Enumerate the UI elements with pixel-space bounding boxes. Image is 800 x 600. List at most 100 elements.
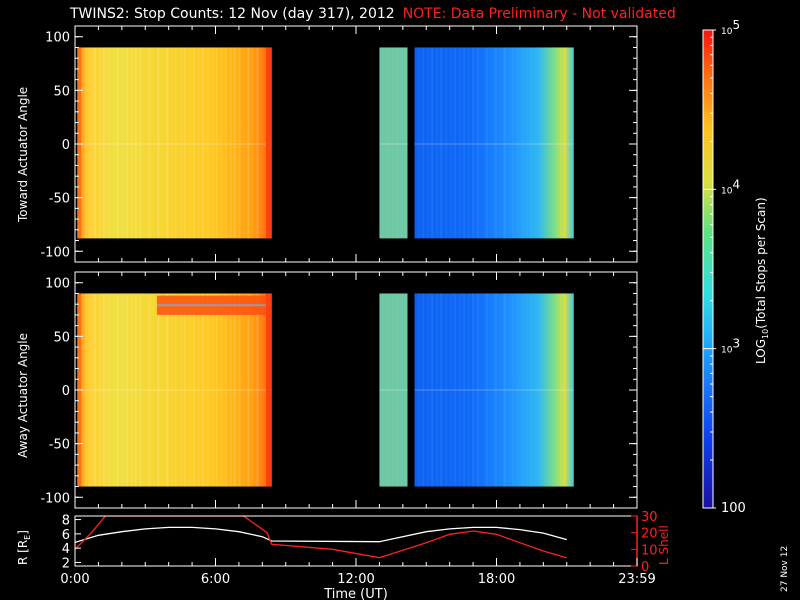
heatmap-streak	[531, 293, 533, 487]
x-tick-label: 18:00	[478, 572, 515, 587]
heatmap-streak	[477, 293, 479, 487]
heatmap-streak	[504, 47, 506, 239]
heatmap-streak	[95, 293, 97, 487]
heatmap-streak	[104, 293, 106, 487]
heatmap-zero-band	[77, 389, 272, 391]
colorbar	[702, 29, 714, 509]
heatmap-streak	[566, 47, 568, 239]
heatmap-streak	[257, 47, 259, 239]
heatmap-streak	[504, 293, 506, 487]
heatmap-streak	[454, 293, 456, 487]
colorbar-tick-label: 103	[721, 337, 740, 356]
heatmap-streak	[422, 293, 424, 487]
heatmap-streak	[392, 293, 394, 487]
heatmap-panel-top: 100 50 0 -50 -100	[40, 25, 638, 263]
heatmap-streak	[383, 293, 385, 487]
heatmap-streak	[122, 47, 124, 239]
x-tick-label: 12:00	[337, 572, 374, 587]
heatmap-streak	[440, 293, 442, 487]
heatmap-streak	[94, 293, 96, 487]
heatmap-streak	[90, 47, 92, 239]
heatmap-streak	[220, 47, 221, 238]
heatmap-streak	[540, 47, 542, 239]
heatmap-streak	[450, 293, 452, 487]
heatmap-streak	[85, 293, 87, 487]
heatmap-streak	[467, 47, 469, 239]
heatmap-streak	[184, 293, 186, 487]
heatmap-streak	[135, 293, 137, 487]
y-tick-label: -100	[40, 245, 70, 260]
heatmap-streak	[499, 293, 501, 487]
heatmap-streak	[202, 293, 204, 487]
heatmap-streak	[247, 293, 249, 487]
heatmap-streak	[180, 293, 182, 487]
heatmap-streak	[535, 293, 537, 487]
heatmap-streak	[203, 293, 205, 487]
heatmap-streak	[566, 293, 568, 487]
heatmap-streak	[99, 293, 101, 487]
heatmap-streak	[247, 47, 249, 239]
heatmap-streak	[130, 293, 132, 487]
heatmap-streak	[440, 47, 442, 239]
heatmap-streak	[248, 47, 250, 239]
colorbar-label-subscript: 10	[761, 329, 770, 339]
heatmap-streak	[252, 47, 253, 238]
y-tick-label: 0	[62, 138, 70, 153]
heatmap-streak	[571, 47, 573, 239]
lshell-series-line	[75, 516, 567, 559]
y2-tick-label: 30	[641, 510, 658, 525]
heatmap-streak	[248, 293, 250, 487]
heatmap-streak	[530, 47, 532, 239]
y-tick-label: 0	[62, 384, 70, 399]
heatmap-streak	[521, 293, 523, 487]
heatmap-streak	[185, 47, 186, 238]
heatmap-streak	[162, 47, 164, 239]
colorbar-tick-base: 10	[721, 346, 733, 356]
heatmap-streak	[230, 47, 232, 239]
top-panel-ylabel: Toward Actuator Angle	[16, 86, 30, 222]
heatmap-streak	[422, 47, 424, 239]
heatmap-streak	[405, 47, 407, 239]
heatmap-streak	[198, 293, 200, 487]
heatmap-block	[379, 293, 408, 487]
heatmap-streak	[140, 47, 142, 239]
heatmap-streak	[427, 47, 429, 239]
heatmap-streak	[531, 47, 533, 239]
heatmap-streak	[149, 293, 151, 487]
heatmap-streak	[175, 47, 177, 239]
heatmap-streak	[256, 293, 258, 487]
colorbar-tick-label: 100	[721, 501, 746, 516]
heatmap-streak	[540, 293, 542, 487]
heatmap-streak	[95, 47, 97, 239]
heatmap-streak	[436, 47, 438, 239]
heatmap-streak	[149, 47, 151, 239]
heatmap-streak	[225, 47, 227, 239]
heatmap-streak	[121, 47, 122, 238]
heatmap-streak	[175, 293, 177, 487]
heatmap-streak	[472, 47, 474, 239]
colorbar-tick-base: 100	[721, 501, 746, 516]
heatmap-streak	[441, 47, 443, 239]
bottom-panel-ylabel: R [RE]	[16, 530, 32, 565]
chart-title-row: TWINS2: Stop Counts: 12 Nov (day 317), 2…	[70, 6, 676, 22]
heatmap-streak	[397, 47, 399, 239]
x-axis-label: Time (UT)	[323, 587, 388, 600]
heatmap-streak	[85, 47, 87, 239]
heatmap-streak	[521, 47, 523, 239]
heatmap-streak	[189, 47, 191, 239]
heatmap-streak	[387, 293, 389, 487]
heatmap-streak	[126, 47, 128, 239]
heatmap-streak	[387, 47, 389, 239]
x-tick-label: 6:00	[201, 572, 230, 587]
preliminary-note: NOTE: Data Preliminary - Not validated	[402, 6, 676, 22]
heatmap-zero-band	[77, 143, 272, 145]
y-tick-label: -50	[49, 192, 70, 207]
heatmap-streak	[234, 293, 236, 487]
y-tick-label: 4	[62, 542, 70, 557]
heatmap-streak	[131, 293, 133, 487]
heatmap-streak	[526, 47, 528, 239]
heatmap-streak	[239, 47, 241, 239]
heatmap-streak	[117, 293, 119, 487]
heatmap-streak	[477, 47, 479, 239]
